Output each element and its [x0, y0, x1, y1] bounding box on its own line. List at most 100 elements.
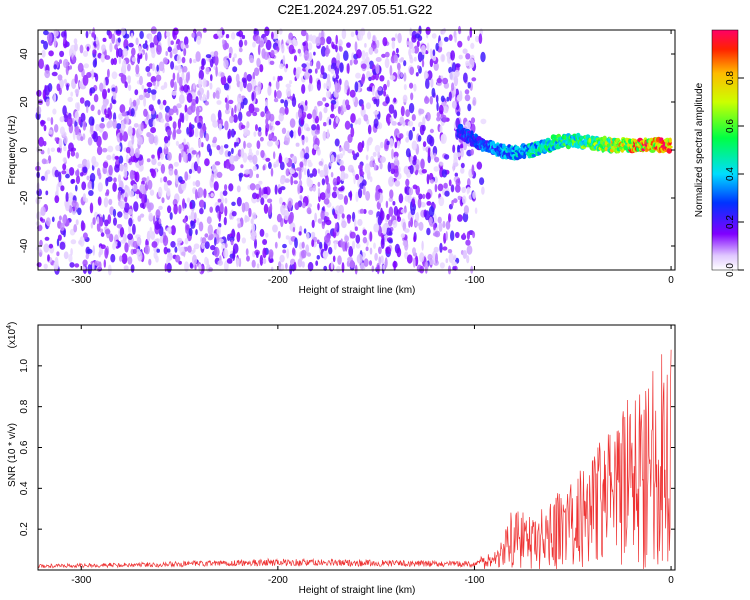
heatmap-cell — [140, 122, 144, 132]
heatmap-cell — [349, 231, 356, 239]
heatmap-cell — [38, 136, 44, 147]
heatmap-cell — [188, 122, 192, 133]
heatmap-cell — [417, 135, 422, 142]
heatmap-cell — [240, 124, 246, 129]
heatmap-cell — [347, 217, 351, 224]
heatmap-cell — [67, 96, 73, 103]
heatmap-cell — [148, 258, 152, 266]
heatmap-cell — [63, 78, 67, 85]
heatmap-cell — [270, 49, 275, 58]
heatmap-cell — [365, 52, 369, 57]
heatmap-cell — [421, 169, 427, 174]
heatmap-cell — [204, 158, 210, 167]
heatmap-cell — [255, 150, 260, 156]
heatmap-cell — [253, 131, 257, 137]
heatmap-cell — [432, 55, 437, 61]
heatmap-cell — [376, 39, 380, 49]
heatmap-cell — [176, 128, 182, 135]
heatmap-cell — [316, 79, 321, 91]
heatmap-cell — [214, 55, 219, 66]
heatmap-cell — [309, 34, 313, 42]
heatmap-cell — [356, 253, 363, 264]
heatmap-cell — [151, 169, 157, 179]
heatmap-cell — [313, 51, 316, 56]
heatmap-cell — [412, 257, 416, 268]
heatmap-cell — [303, 228, 307, 234]
heatmap-cell — [136, 193, 139, 200]
heatmap-cell — [158, 218, 162, 225]
heatmap-cell — [237, 57, 243, 66]
heatmap-cell — [259, 254, 264, 266]
heatmap-cell — [62, 105, 67, 116]
heatmap-y-label: Frequency (Hz) — [7, 116, 18, 185]
heatmap-cell — [130, 32, 134, 39]
heatmap-cell — [224, 197, 228, 204]
heatmap-cell — [63, 251, 69, 260]
heatmap-cell — [210, 173, 215, 183]
snr-plot-area — [38, 325, 675, 570]
heatmap-cell — [107, 110, 113, 120]
heatmap-cell — [255, 251, 259, 258]
heatmap-cell — [40, 120, 46, 125]
heatmap-cell — [80, 266, 86, 271]
heatmap-cell — [204, 233, 209, 238]
heatmap-cell — [236, 231, 241, 243]
heatmap-cell — [236, 196, 242, 207]
heatmap-cell — [238, 172, 244, 178]
heatmap-cell — [308, 52, 313, 62]
heatmap-cell — [457, 40, 463, 48]
heatmap-cell — [233, 114, 238, 123]
heatmap-cell — [260, 150, 265, 158]
heatmap-cell — [282, 55, 286, 65]
heatmap-cell — [430, 179, 434, 184]
heatmap-cell — [88, 190, 94, 196]
snr-panel: -300 -200 -100 0 0.2 0.4 0.6 0.8 1.0 Height of … — [6, 322, 676, 596]
heatmap-cell — [140, 213, 145, 218]
heatmap-cell — [287, 214, 294, 224]
heatmap-cell — [385, 200, 389, 209]
heatmap-cell — [209, 58, 214, 68]
heatmap-cell — [298, 108, 302, 119]
heatmap-cell — [221, 39, 225, 45]
heatmap-cell — [391, 148, 394, 160]
heatmap-cell — [396, 216, 402, 223]
heatmap-cell — [411, 47, 415, 54]
heatmap-cell — [119, 226, 125, 238]
heatmap-cell — [74, 263, 80, 268]
x-tick-label: 0 — [668, 275, 674, 286]
heatmap-cell — [90, 222, 94, 229]
heatmap-cell — [125, 154, 129, 163]
heatmap-cell — [326, 129, 330, 140]
heatmap-cell — [437, 183, 444, 192]
heatmap-cell — [269, 258, 274, 263]
heatmap-cell — [289, 169, 295, 175]
heatmap-cell — [76, 102, 80, 112]
heatmap-cell — [292, 226, 296, 233]
heatmap-cell — [86, 72, 92, 78]
heatmap-cell — [285, 168, 290, 177]
heatmap-cell — [304, 100, 308, 106]
heatmap-cell — [452, 144, 456, 153]
heatmap-cell — [306, 113, 312, 120]
heatmap-cell — [295, 142, 300, 147]
heatmap-cell — [184, 261, 189, 272]
heatmap-cell — [63, 135, 68, 145]
heatmap-cell — [304, 152, 310, 160]
heatmap-cell — [294, 202, 300, 211]
heatmap-cell — [427, 70, 433, 81]
heatmap-cell — [288, 32, 294, 41]
heatmap-cell — [127, 233, 133, 240]
heatmap-cell — [408, 220, 411, 228]
heatmap-cell — [98, 261, 102, 270]
heatmap-cell — [273, 151, 276, 160]
heatmap-cell — [51, 71, 58, 77]
heatmap-cell — [196, 166, 202, 174]
heatmap-cell — [115, 85, 118, 94]
heatmap-cell — [306, 207, 312, 215]
heatmap-cell — [344, 120, 351, 130]
heatmap-cell — [56, 183, 59, 195]
heatmap-cell — [311, 231, 316, 238]
heatmap-cell — [292, 37, 296, 45]
heatmap-cell — [248, 54, 254, 62]
heatmap-cell — [167, 151, 172, 161]
